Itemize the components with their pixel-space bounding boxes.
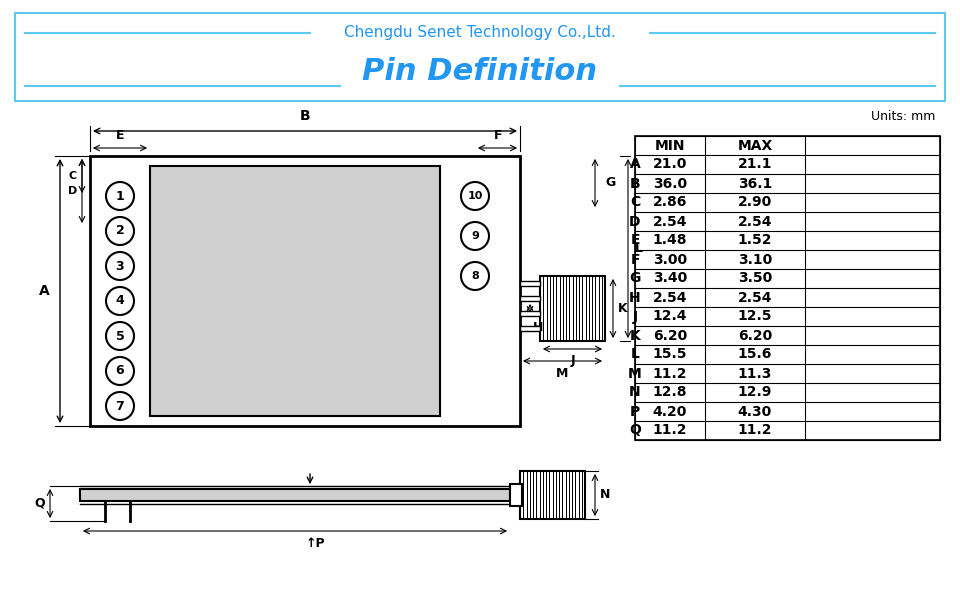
Text: A: A <box>39 284 50 298</box>
Bar <box>80 489 510 501</box>
Bar <box>510 484 522 506</box>
Bar <box>520 281 540 286</box>
Text: N: N <box>629 385 641 400</box>
Bar <box>540 276 605 341</box>
Text: 1: 1 <box>115 190 125 203</box>
Text: H: H <box>533 321 543 334</box>
Text: 4.30: 4.30 <box>738 404 772 418</box>
Bar <box>635 136 940 440</box>
Text: 8: 8 <box>471 271 479 281</box>
Text: 11.3: 11.3 <box>738 366 772 381</box>
Text: J: J <box>570 354 575 367</box>
Text: E: E <box>631 233 639 248</box>
Bar <box>520 326 540 331</box>
Text: 7: 7 <box>115 400 125 413</box>
Text: B: B <box>300 109 310 123</box>
Text: G: G <box>605 177 615 190</box>
Text: MIN: MIN <box>655 138 685 152</box>
Text: 11.2: 11.2 <box>653 424 687 437</box>
Text: F: F <box>493 129 502 142</box>
Text: 2.54: 2.54 <box>653 215 687 229</box>
Text: 2.54: 2.54 <box>737 291 772 304</box>
Bar <box>520 311 540 316</box>
Text: 4.20: 4.20 <box>653 404 687 418</box>
Bar <box>150 166 440 416</box>
Text: 2.54: 2.54 <box>737 215 772 229</box>
Text: A: A <box>630 157 640 171</box>
Text: 9: 9 <box>471 231 479 241</box>
Text: 21.1: 21.1 <box>737 157 772 171</box>
Text: 2.86: 2.86 <box>653 196 687 209</box>
Bar <box>520 471 585 519</box>
Text: D: D <box>629 215 640 229</box>
Text: B: B <box>630 177 640 190</box>
Text: 15.6: 15.6 <box>738 348 772 362</box>
Text: 6.20: 6.20 <box>738 329 772 343</box>
Text: 2: 2 <box>115 225 125 238</box>
Text: 12.5: 12.5 <box>737 310 772 323</box>
Text: 3.50: 3.50 <box>738 271 772 285</box>
Text: 21.0: 21.0 <box>653 157 687 171</box>
Text: F: F <box>631 252 639 267</box>
Text: K: K <box>618 302 628 315</box>
Text: 12.9: 12.9 <box>738 385 772 400</box>
Text: H: H <box>629 291 641 304</box>
Text: 5: 5 <box>115 330 125 343</box>
Text: M: M <box>556 367 568 380</box>
Text: C: C <box>630 196 640 209</box>
Text: Chengdu Senet Technology Co.,Ltd.: Chengdu Senet Technology Co.,Ltd. <box>344 25 616 41</box>
Text: Units: mm: Units: mm <box>871 109 935 122</box>
Text: M: M <box>628 366 642 381</box>
Text: J: J <box>633 310 637 323</box>
Text: 3: 3 <box>116 259 124 272</box>
Text: 15.5: 15.5 <box>653 348 687 362</box>
Text: L: L <box>635 242 643 255</box>
Text: MAX: MAX <box>737 138 773 152</box>
Text: 2.54: 2.54 <box>653 291 687 304</box>
Text: 11.2: 11.2 <box>653 366 687 381</box>
Text: E: E <box>116 129 124 142</box>
Bar <box>90 156 520 426</box>
Text: 3.10: 3.10 <box>738 252 772 267</box>
Text: ↑P: ↑P <box>305 537 324 550</box>
Text: C: C <box>69 171 77 181</box>
Text: Q: Q <box>35 497 45 510</box>
Text: L: L <box>631 348 639 362</box>
Text: D: D <box>68 186 77 196</box>
Text: G: G <box>630 271 640 285</box>
Text: 1.48: 1.48 <box>653 233 687 248</box>
FancyBboxPatch shape <box>15 13 945 101</box>
Text: 12.4: 12.4 <box>653 310 687 323</box>
Text: N: N <box>600 489 611 502</box>
Text: 1.52: 1.52 <box>737 233 772 248</box>
Text: 11.2: 11.2 <box>737 424 772 437</box>
Text: 2.90: 2.90 <box>738 196 772 209</box>
Text: P: P <box>630 404 640 418</box>
Text: 4: 4 <box>115 294 125 307</box>
Text: 6: 6 <box>116 365 124 378</box>
Text: 36.1: 36.1 <box>738 177 772 190</box>
Text: 3.00: 3.00 <box>653 252 687 267</box>
Text: 6.20: 6.20 <box>653 329 687 343</box>
Text: 10: 10 <box>468 191 483 201</box>
Text: 36.0: 36.0 <box>653 177 687 190</box>
Text: Pin Definition: Pin Definition <box>363 57 597 86</box>
Text: Q: Q <box>629 424 641 437</box>
Bar <box>520 296 540 301</box>
Text: 3.40: 3.40 <box>653 271 687 285</box>
Text: 12.8: 12.8 <box>653 385 687 400</box>
Text: K: K <box>630 329 640 343</box>
